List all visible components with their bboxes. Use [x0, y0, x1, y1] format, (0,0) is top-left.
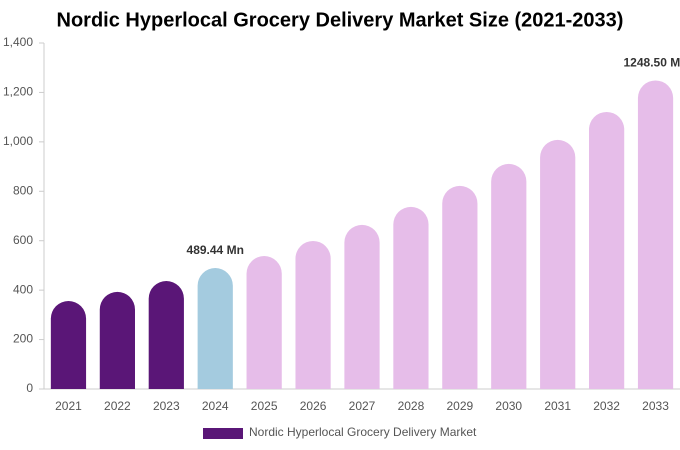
x-tick-label: 2032 [593, 399, 620, 413]
bar [491, 163, 527, 389]
x-tick-label: 2031 [544, 399, 571, 413]
bar [295, 240, 331, 389]
bar [589, 111, 625, 390]
x-tick-label: 2024 [202, 399, 229, 413]
bar [442, 185, 478, 389]
bar [393, 206, 429, 389]
y-tick-label: 600 [13, 233, 33, 247]
bar [50, 301, 87, 389]
y-tick-label: 800 [13, 183, 33, 197]
x-tick-label: 2028 [398, 399, 425, 413]
value-label: 489.44 Mn [187, 243, 244, 257]
x-tick-label: 2022 [104, 399, 131, 413]
bar [344, 224, 380, 389]
legend-label: Nordic Hyperlocal Grocery Delivery Marke… [249, 425, 477, 439]
y-tick-label: 1,000 [3, 134, 33, 148]
value-label: 1248.50 Mn [624, 56, 680, 70]
bar [246, 256, 282, 389]
chart-title: Nordic Hyperlocal Grocery Delivery Marke… [57, 9, 624, 31]
y-tick-label: 200 [13, 332, 33, 346]
bar [540, 139, 576, 389]
x-tick-label: 2033 [642, 399, 669, 413]
y-tick-label: 1,400 [3, 35, 33, 49]
x-tick-label: 2025 [251, 399, 278, 413]
x-tick-label: 2030 [495, 399, 522, 413]
y-tick-label: 0 [26, 381, 33, 395]
bar [99, 291, 135, 389]
y-tick-label: 1,200 [3, 85, 33, 99]
legend-swatch [203, 428, 243, 439]
bar [637, 80, 674, 390]
x-tick-label: 2027 [349, 399, 376, 413]
x-tick-label: 2021 [55, 399, 82, 413]
bar [148, 280, 184, 389]
x-tick-label: 2026 [300, 399, 327, 413]
y-tick-label: 400 [13, 282, 33, 296]
bar [197, 268, 233, 389]
x-tick-label: 2029 [446, 399, 473, 413]
x-tick-label: 2023 [153, 399, 180, 413]
